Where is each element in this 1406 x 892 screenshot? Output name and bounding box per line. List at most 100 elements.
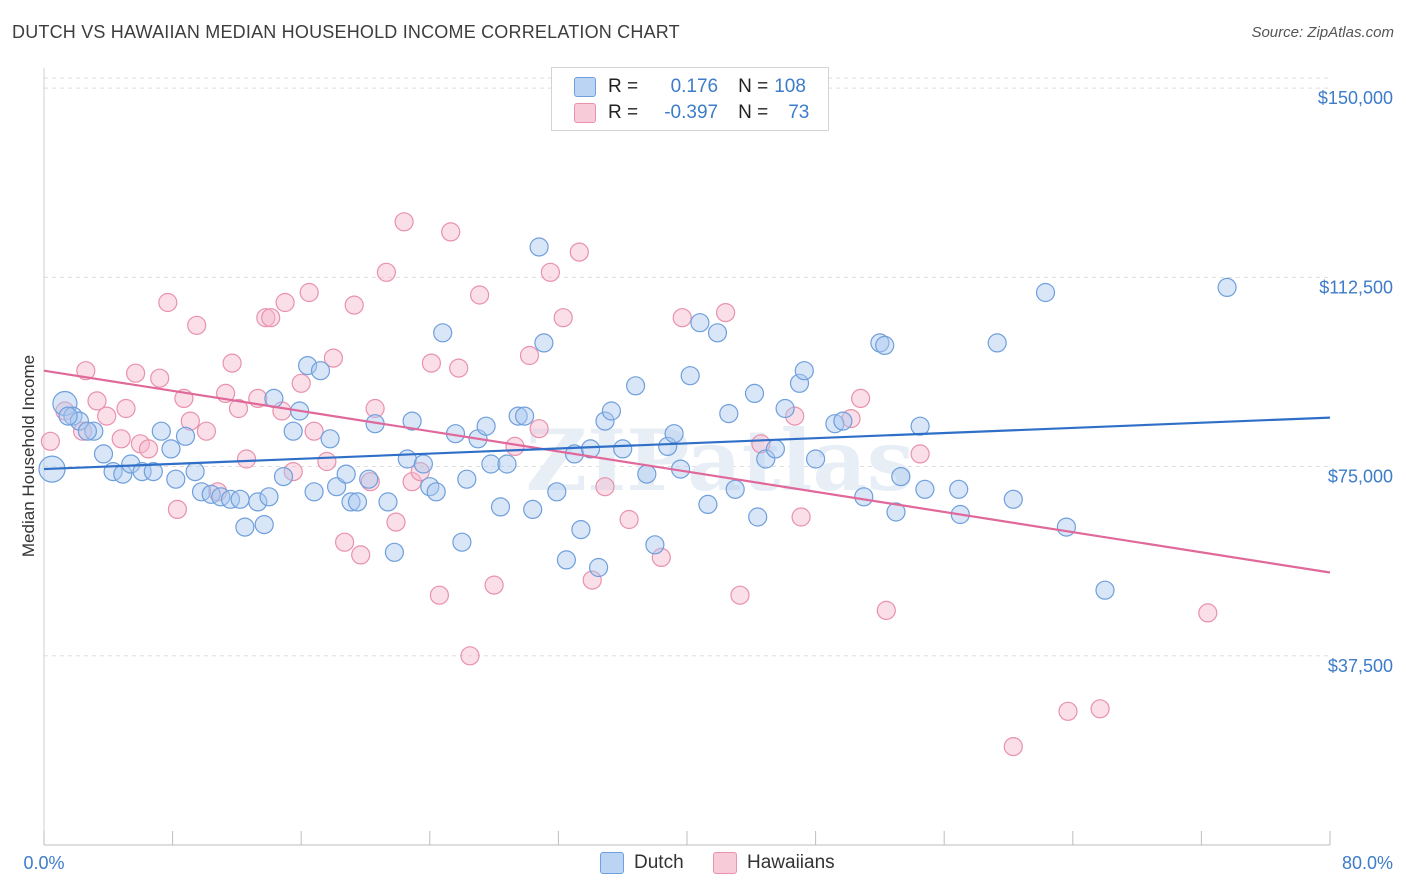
hawaiian-point: [291, 373, 311, 393]
hawaiian-point: [470, 285, 490, 305]
n-value-hawaiians: 73: [788, 102, 810, 123]
dutch-point: [359, 469, 379, 489]
n-label: N =: [738, 76, 769, 97]
dutch-point: [664, 424, 684, 444]
hawaiian-swatch: [574, 103, 596, 123]
dutch-point: [310, 361, 331, 381]
dutch-legend-label: Dutch: [634, 852, 684, 873]
dutch-point: [588, 557, 609, 578]
hawaiian-point: [335, 532, 355, 552]
dutch-point: [420, 477, 440, 497]
dutch-point: [143, 462, 163, 482]
dutch-point: [1035, 282, 1056, 303]
hawaiian-trend-line: [43, 369, 1331, 574]
dutch-point: [166, 469, 186, 489]
dutch-point: [77, 421, 98, 441]
dutch-point: [1003, 489, 1023, 509]
dutch-point: [452, 532, 472, 552]
dutch-point: [347, 492, 368, 512]
hawaiian-point: [394, 212, 414, 232]
dutch-point: [910, 416, 930, 436]
dutch-point: [556, 550, 577, 570]
hawaiian-point: [299, 282, 319, 303]
hawaiian-point: [344, 295, 364, 315]
dutch-point: [230, 489, 250, 509]
dutch-point: [1217, 277, 1237, 297]
hawaiian-point: [449, 358, 469, 378]
trend-lines: [43, 369, 1331, 574]
dutch-point: [426, 482, 446, 502]
dutch-point: [185, 462, 205, 482]
hawaiian-point: [180, 411, 200, 431]
y-tick-label: $37,500: [1328, 656, 1393, 676]
hawaiian-point: [261, 308, 281, 328]
dutch-point: [63, 406, 83, 426]
axes: [43, 68, 1331, 846]
dutch-point: [748, 507, 768, 527]
dutch-point: [833, 411, 853, 431]
dutch-point: [949, 479, 969, 499]
hawaiian-point: [730, 585, 750, 605]
x-tick-label-start: 0.0%: [23, 853, 64, 873]
legend-item-hawaiians[interactable]: Hawaiians: [713, 852, 835, 874]
hawaiian-point: [910, 444, 930, 464]
dutch-point: [58, 406, 78, 426]
hawaiian-point: [76, 361, 96, 381]
hawaiian-point: [1058, 701, 1078, 721]
dutch-point: [794, 361, 814, 381]
hawaiian-point: [196, 421, 216, 441]
hawaiian-point: [421, 353, 441, 373]
hawaiian-point: [619, 509, 639, 530]
dutch-point: [595, 411, 615, 431]
dutch-point: [775, 398, 795, 419]
hawaiian-point: [460, 646, 480, 666]
hawaiian-point: [876, 600, 896, 621]
hawaiian-point: [441, 222, 461, 242]
hawaiian-point: [228, 398, 249, 419]
hawaiian-point: [1198, 603, 1218, 623]
dutch-point: [1095, 580, 1115, 600]
dutch-swatch: [574, 77, 596, 97]
dutch-point: [698, 494, 718, 514]
hawaiian-point: [429, 585, 449, 605]
dutch-point: [413, 454, 433, 474]
dutch-point: [497, 454, 517, 474]
dutch-point: [235, 517, 255, 537]
hawaiian-point: [376, 262, 396, 282]
dutch-point: [283, 421, 303, 441]
hawaiian-point: [850, 388, 871, 408]
hawaiian-point: [785, 406, 805, 426]
dutch-point: [336, 464, 356, 484]
hawaiian-point: [484, 575, 504, 595]
dutch-point: [987, 333, 1007, 353]
hawaiian-point: [323, 348, 343, 368]
dutch-point: [384, 542, 404, 562]
stats-legend: R = 0.176 N = 108 R = -0.397 N = 73: [551, 67, 829, 131]
hawaiian-point: [1090, 699, 1110, 719]
dutch-point: [854, 487, 874, 507]
dutch-point: [645, 535, 665, 555]
dutch-point: [220, 489, 241, 509]
hawaiian-points: [40, 212, 1218, 757]
legend-item-dutch[interactable]: Dutch: [600, 852, 684, 874]
dutch-point: [805, 449, 826, 469]
dutch-point: [508, 406, 528, 426]
y-tick-label: $75,000: [1328, 467, 1393, 487]
dutch-point: [161, 439, 181, 459]
dutch-point: [304, 482, 324, 502]
hawaiian-point: [672, 308, 692, 328]
dutch-point: [756, 449, 776, 469]
dutch-legend-swatch: [600, 852, 624, 874]
legend-row-dutch: R = 0.176 N = 108: [574, 75, 806, 99]
hawaiian-point: [40, 431, 61, 451]
dutch-point: [151, 421, 171, 441]
hawaiian-point: [386, 512, 406, 532]
hawaiian-point: [283, 462, 303, 482]
hawaiian-point: [351, 545, 371, 565]
hawaiian-legend-swatch: [713, 852, 737, 874]
dutch-points: [38, 237, 1237, 600]
dutch-point: [765, 439, 786, 459]
dutch-point: [719, 404, 739, 424]
hawaiian-point: [540, 262, 561, 282]
